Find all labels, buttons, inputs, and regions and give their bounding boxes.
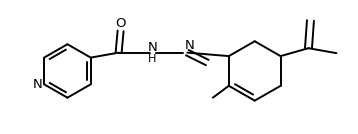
Text: O: O [115, 17, 126, 30]
Text: N: N [184, 39, 194, 52]
Text: N: N [147, 41, 158, 54]
Text: N: N [32, 78, 42, 91]
Text: H: H [148, 54, 157, 64]
